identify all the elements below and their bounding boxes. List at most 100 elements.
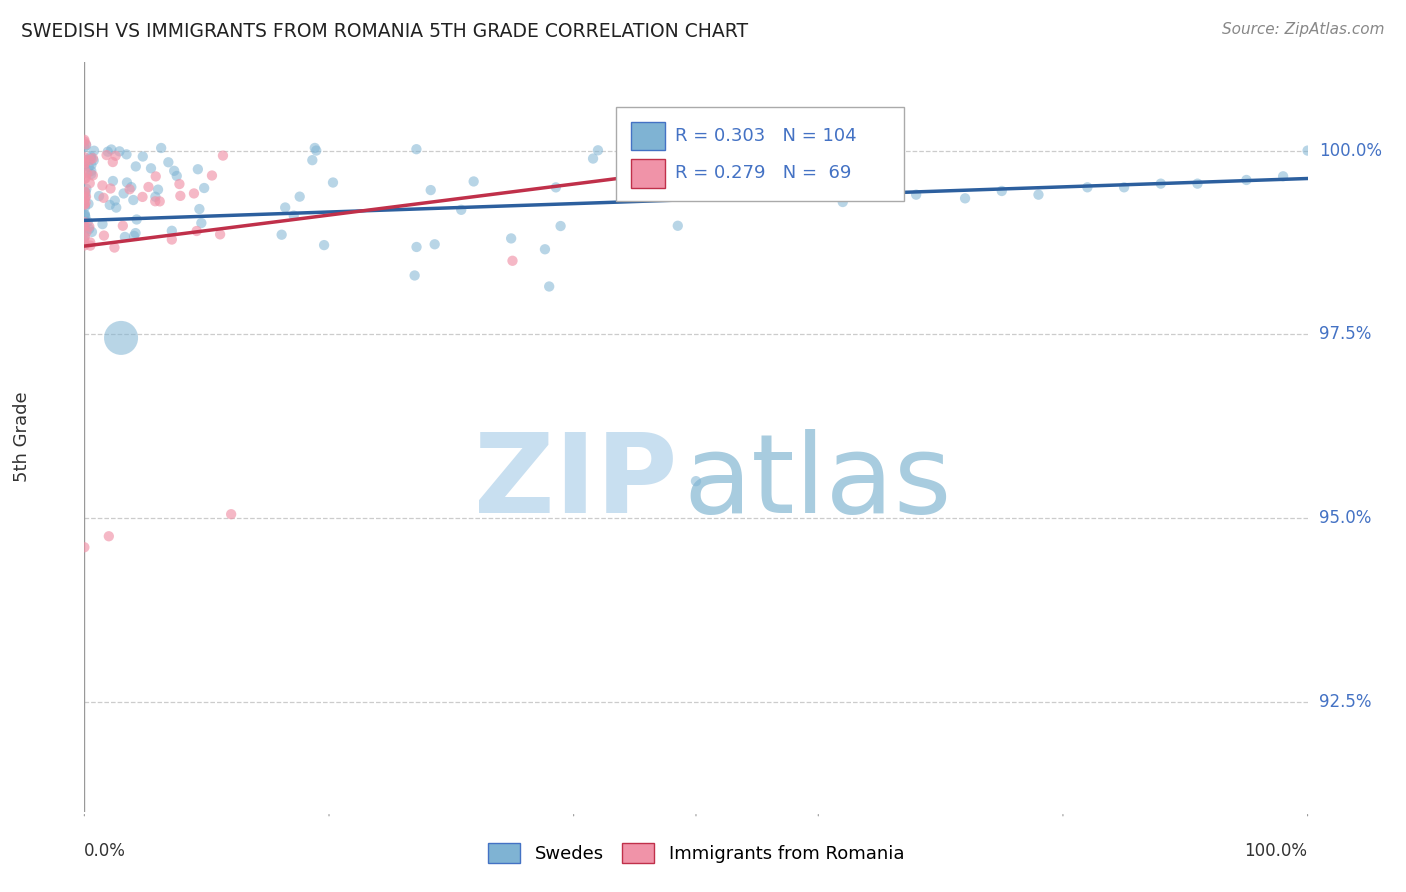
Point: [169, 177, 191, 191]
Point: [423, 237, 446, 252]
Point: [79, 238, 101, 252]
Point: [103, 241, 125, 255]
Point: [270, 227, 292, 242]
Point: [77, 197, 100, 211]
Point: [73, 200, 96, 214]
Point: [1187, 177, 1209, 191]
Point: [1236, 173, 1258, 187]
Point: [212, 148, 235, 162]
Point: [73, 150, 96, 164]
Point: [124, 226, 146, 240]
Point: [73, 140, 96, 154]
Point: [831, 194, 853, 209]
Point: [101, 155, 124, 169]
Point: [100, 181, 122, 195]
Point: [76, 167, 98, 181]
Point: [73, 191, 96, 205]
Point: [1076, 180, 1098, 194]
Point: [219, 507, 242, 521]
Point: [80, 167, 103, 181]
Text: 92.5%: 92.5%: [1319, 692, 1371, 711]
Point: [314, 238, 336, 252]
Point: [550, 219, 572, 233]
Point: [157, 155, 180, 169]
Point: [582, 152, 605, 166]
Point: [145, 190, 167, 204]
Point: [450, 202, 472, 217]
Point: [75, 186, 97, 200]
Point: [79, 219, 101, 234]
Bar: [631, 159, 665, 187]
Point: [120, 180, 142, 194]
Point: [166, 169, 188, 183]
Point: [73, 197, 96, 211]
Point: [163, 164, 186, 178]
Point: [190, 216, 212, 230]
Point: [666, 219, 689, 233]
Point: [544, 180, 567, 194]
Point: [73, 135, 96, 149]
Point: [73, 172, 96, 186]
Point: [76, 225, 98, 239]
Point: [991, 184, 1014, 198]
Point: [125, 160, 148, 174]
Point: [188, 202, 211, 216]
Point: [132, 149, 155, 163]
Point: [301, 153, 323, 168]
Point: [534, 242, 557, 256]
Point: [953, 191, 976, 205]
Point: [160, 224, 183, 238]
Point: [73, 220, 96, 235]
Point: [79, 176, 101, 190]
Bar: [631, 121, 665, 150]
Point: [1272, 169, 1295, 184]
Point: [73, 192, 96, 206]
Point: [80, 225, 103, 239]
Point: [75, 210, 97, 224]
Point: [187, 162, 209, 177]
Point: [97, 145, 120, 159]
Point: [1150, 177, 1173, 191]
Point: [80, 151, 103, 165]
Point: [73, 238, 96, 252]
Point: [139, 161, 162, 176]
Point: [112, 186, 135, 201]
Point: [73, 541, 96, 555]
Point: [79, 153, 101, 167]
Text: Source: ZipAtlas.com: Source: ZipAtlas.com: [1222, 22, 1385, 37]
Point: [73, 185, 96, 199]
Point: [91, 217, 114, 231]
Point: [183, 186, 205, 201]
Point: [83, 153, 105, 168]
Point: [160, 233, 183, 247]
Point: [87, 189, 110, 203]
Point: [73, 156, 96, 170]
Point: [73, 215, 96, 229]
Point: [75, 137, 97, 152]
Point: [83, 144, 105, 158]
Point: [98, 198, 121, 212]
Point: [115, 147, 138, 161]
Text: R = 0.279   N =  69: R = 0.279 N = 69: [675, 164, 852, 182]
Point: [419, 183, 441, 197]
Legend: Swedes, Immigrants from Romania: Swedes, Immigrants from Romania: [481, 836, 911, 870]
Text: 0.0%: 0.0%: [84, 842, 127, 860]
Point: [73, 158, 96, 172]
Point: [73, 153, 96, 167]
Text: 100.0%: 100.0%: [1244, 842, 1308, 860]
Point: [404, 268, 426, 283]
Point: [1114, 180, 1136, 194]
Point: [322, 176, 344, 190]
Point: [73, 162, 96, 177]
Point: [73, 208, 96, 222]
Point: [91, 178, 114, 193]
Point: [73, 153, 96, 167]
Point: [105, 201, 128, 215]
Point: [305, 144, 328, 158]
Point: [186, 224, 208, 238]
Point: [125, 212, 148, 227]
Point: [82, 169, 104, 183]
Point: [405, 142, 427, 156]
Point: [143, 194, 166, 209]
Point: [104, 149, 127, 163]
